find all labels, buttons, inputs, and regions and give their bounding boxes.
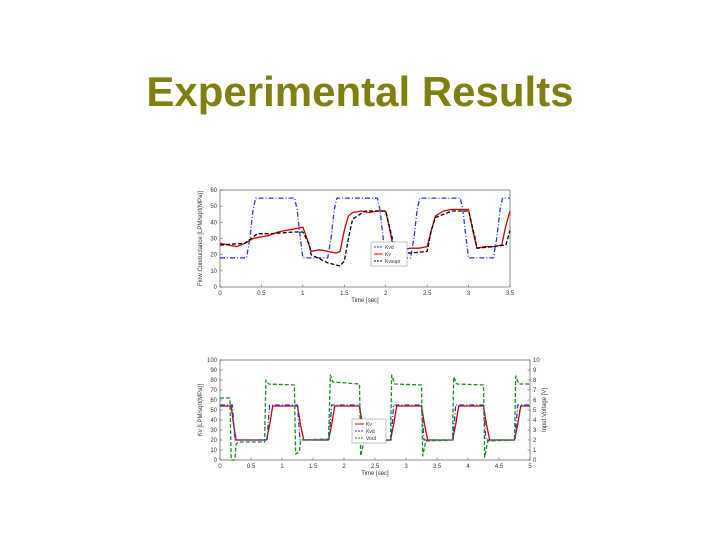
y-tick-label: 100 [207,358,218,364]
x-tick-label: 2.5 [371,464,380,470]
series-line-vout [220,374,530,461]
y-right-axis-label: Input Voltage [V] [542,388,548,432]
y-tick-label: 90 [210,368,217,374]
y-right-tick-label: 7 [533,388,537,394]
y-right-tick-label: 5 [533,408,537,414]
y-tick-label: 0 [214,285,218,291]
y-tick-label: 60 [210,188,217,194]
series-line-kv [219,208,511,254]
y-axis-label: Flow Conductance [LPM/sqrt(MPa)] [198,191,204,286]
slide-title: Experimental Results [146,68,574,115]
series-line-kvsupr [219,210,511,267]
x-tick-label: 3 [467,291,471,297]
y-right-tick-label: 10 [533,358,540,364]
legend-label: Kv [385,252,391,258]
y-tick-label: 0 [214,458,218,464]
y-tick-label: 30 [210,237,217,243]
flow-conductance-chart-svg: 0 0.5 1 1.5 2 2.5 3 3.5 0 10 20 30 40 50 60 Time [sec] F… [198,188,515,304]
y-tick-label: 10 [210,269,217,275]
x-tick-label: 3.5 [506,291,515,297]
legend-box [351,418,387,444]
x-tick-label: 0 [218,291,222,297]
x-tick-label: 2 [342,464,346,470]
x-tick-label: 0 [218,464,222,470]
x-tick-label: 4 [466,464,470,470]
y-right-tick-label: 9 [533,368,537,374]
y-tick-label: 20 [210,438,217,444]
x-tick-label: 3 [404,464,408,470]
kv-tracking-chart-svg: 0 0.5 1 1.5 2 2.5 3 3.5 4 4.5 50102030405060708090… [198,358,548,477]
y-right-tick-label: 2 [533,438,537,444]
kv-tracking-chart: 0 0.5 1 1.5 2 2.5 3 3.5 4 4.5 5 0 10 20 30 40 50 60 70 80 90… [147,330,587,495]
y-tick-label: 20 [210,253,217,259]
y-tick-label: 60 [210,398,217,404]
x-tick-label: 0.5 [257,291,266,297]
y-right-tick-label: 0 [533,458,537,464]
y-right-tick-label: 8 [533,378,537,384]
y-right-tick-label: 1 [533,448,537,454]
legend-label: Kv [366,422,372,428]
legend-label: Kvd [385,245,394,251]
y-right-tick-label: 3 [533,428,537,434]
x-tick-label: 1.5 [340,291,349,297]
y-right-tick-label: 6 [533,398,537,404]
legend-label: Vout [366,436,377,442]
y-tick-label: 10 [210,448,217,454]
flow-conductance-chart: 0 0.5 1 1.5 2 2.5 3 3.5 0 10 20 30 40 50 60 Time [sec] F… [165,168,527,310]
legend-label: Kvsupr [385,259,401,265]
y-tick-label: 70 [210,388,217,394]
y-tick-label: 50 [210,204,217,210]
x-tick-label: 3.5 [433,464,442,470]
x-tick-label: 2.5 [423,291,432,297]
legend-label: Kvd [366,429,375,435]
series-line-kvd [220,404,530,441]
x-axis-label: Time [sec] [361,471,389,477]
x-tick-label: 4.5 [495,464,504,470]
x-tick-label: 2 [384,291,388,297]
x-tick-label: 0.5 [247,464,256,470]
y-tick-label: 30 [210,428,217,434]
y-axis-label: Kv [LPM/sqrt(MPa)] [198,383,204,436]
y-right-tick-label: 4 [533,418,537,424]
y-tick-label: 40 [210,418,217,424]
series-line-kvd [220,197,510,259]
x-axis-label: Time [sec] [351,298,379,304]
y-tick-label: 40 [210,220,217,226]
x-tick-label: 1.5 [309,464,318,470]
plot-frame [219,189,511,288]
x-tick-label: 1 [301,291,305,297]
x-tick-label: 5 [528,464,532,470]
y-tick-label: 80 [210,378,217,384]
y-tick-label: 50 [210,408,217,414]
x-tick-label: 1 [280,464,284,470]
